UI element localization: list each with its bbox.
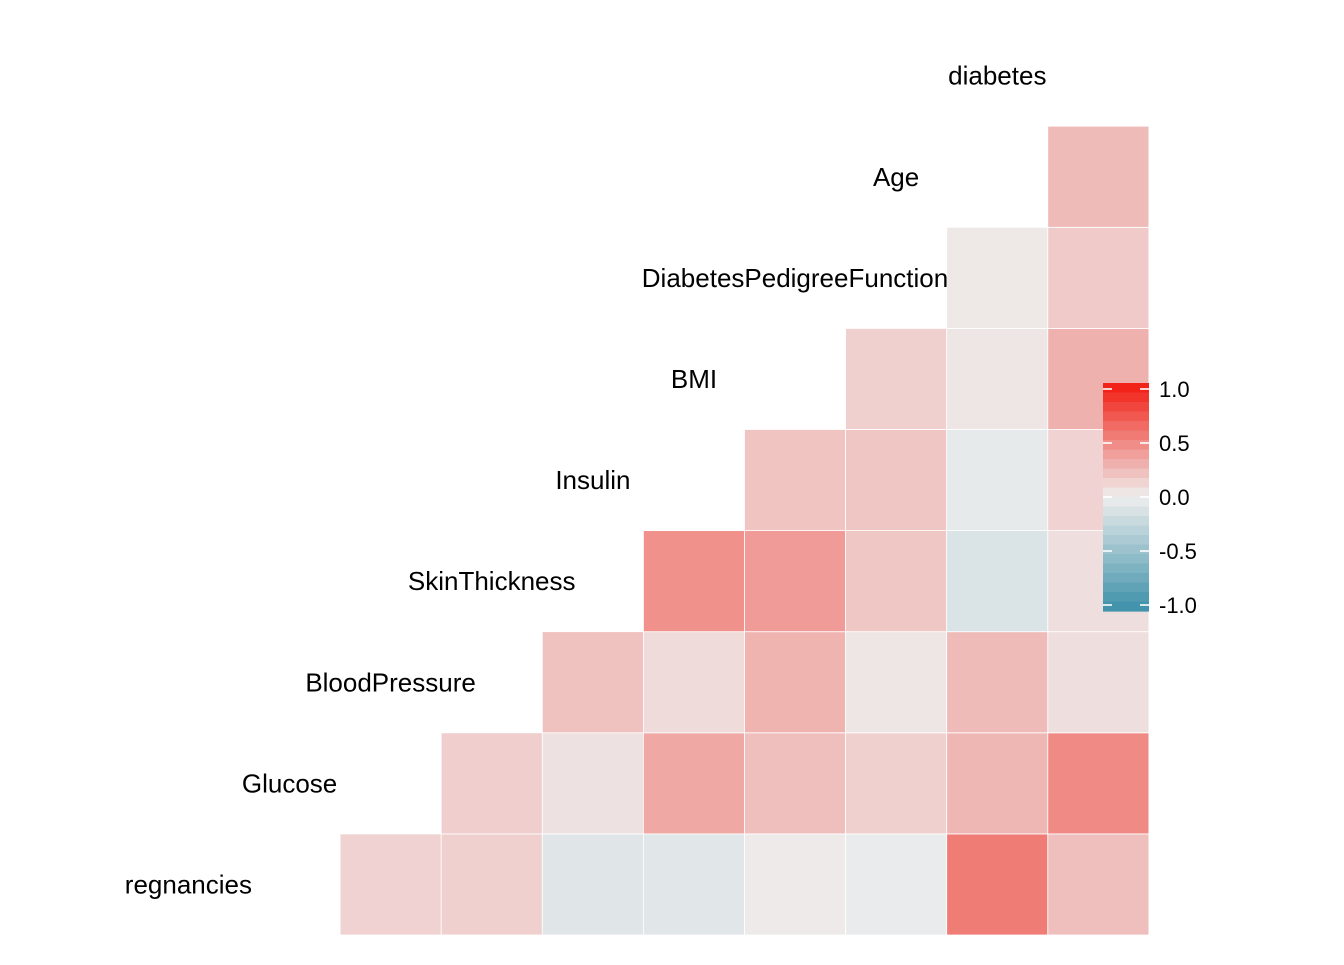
legend-color-step <box>1103 411 1149 422</box>
cell-diabetes-pedigree-function-skin-thickness <box>845 530 948 633</box>
cell-insulin-regnancies <box>643 833 745 936</box>
legend-color-step <box>1103 392 1149 403</box>
legend-color-step <box>1103 506 1149 517</box>
legend-color-step <box>1103 573 1149 584</box>
legend-color-step <box>1103 421 1149 432</box>
cell-age-skin-thickness <box>946 530 1049 633</box>
heatmap-cells <box>339 125 1150 936</box>
legend-tick-label: -1.0 <box>1159 593 1197 618</box>
legend-color-step <box>1103 383 1149 394</box>
label-diabetes-pedigree-function: DiabetesPedigreeFunction <box>642 263 948 293</box>
cell-diabetes-pedigree-function-blood-pressure <box>845 631 948 734</box>
cell-insulin-blood-pressure <box>643 631 745 734</box>
legend-color-step <box>1103 478 1149 489</box>
label-bmi: BMI <box>671 364 717 394</box>
cell-skin-thickness-glucose <box>541 732 644 835</box>
legend-color-step <box>1103 468 1149 479</box>
legend-color-step <box>1103 516 1149 527</box>
legend-color-step <box>1103 449 1149 460</box>
cell-diabetes-regnancies <box>1047 833 1150 936</box>
legend-tick-label: -0.5 <box>1159 539 1197 564</box>
label-diabetes: diabetes <box>948 61 1046 91</box>
cell-age-bmi <box>946 327 1049 430</box>
legend-tick-label: 0.5 <box>1159 431 1190 456</box>
cell-blood-pressure-glucose <box>440 732 543 835</box>
cell-diabetes-diabetes-pedigree-function <box>1047 226 1150 329</box>
legend-color-step <box>1103 601 1149 612</box>
cell-age-glucose <box>946 732 1049 835</box>
legend-color-step <box>1103 554 1149 565</box>
label-blood-pressure: BloodPressure <box>305 667 476 697</box>
cell-diabetes-blood-pressure <box>1047 631 1150 734</box>
legend-color-step <box>1103 525 1149 536</box>
cell-diabetes-pedigree-function-regnancies <box>845 833 948 936</box>
color-legend: 1.0 0.5 0.0 -0.5 -1.0 <box>1103 377 1197 618</box>
cell-diabetes-age <box>1047 125 1150 228</box>
legend-color-step <box>1103 440 1149 451</box>
cell-age-blood-pressure <box>946 631 1049 734</box>
legend-tick-label: 1.0 <box>1159 377 1190 402</box>
cell-skin-thickness-regnancies <box>541 833 644 936</box>
cell-age-diabetes-pedigree-function <box>946 226 1049 329</box>
legend-tick-label: 0.0 <box>1159 485 1190 510</box>
cell-bmi-glucose <box>744 732 846 835</box>
label-age: Age <box>873 162 919 192</box>
cell-skin-thickness-blood-pressure <box>541 631 644 734</box>
cell-diabetes-pedigree-function-bmi <box>845 327 948 430</box>
legend-color-step <box>1103 402 1149 413</box>
cell-diabetes-pedigree-function-glucose <box>845 732 948 835</box>
cell-diabetes-pedigree-function-insulin <box>845 429 948 531</box>
label-insulin: Insulin <box>555 465 630 495</box>
cell-insulin-skin-thickness <box>643 530 745 633</box>
legend-color-step <box>1103 459 1149 470</box>
cell-insulin-glucose <box>643 732 745 835</box>
label-regnancies: regnancies <box>125 870 252 900</box>
legend-color-step <box>1103 497 1149 508</box>
cell-bmi-skin-thickness <box>744 530 846 633</box>
label-glucose: Glucose <box>242 768 337 798</box>
label-skin-thickness: SkinThickness <box>408 566 576 596</box>
cell-diabetes-glucose <box>1047 732 1150 835</box>
cell-bmi-regnancies <box>744 833 846 936</box>
legend-color-step <box>1103 535 1149 546</box>
legend-color-step <box>1103 582 1149 593</box>
cell-blood-pressure-regnancies <box>440 833 543 936</box>
legend-color-step <box>1103 430 1149 441</box>
cell-bmi-insulin <box>744 429 846 531</box>
cell-glucose-regnancies <box>339 833 442 936</box>
variable-labels: regnancies Glucose BloodPressure SkinThickn… <box>125 61 1047 900</box>
legend-color-step <box>1103 487 1149 498</box>
legend-color-step <box>1103 544 1149 555</box>
cell-age-regnancies <box>946 833 1049 936</box>
legend-color-step <box>1103 563 1149 574</box>
cell-bmi-blood-pressure <box>744 631 846 734</box>
cell-age-insulin <box>946 429 1049 531</box>
legend-color-step <box>1103 592 1149 603</box>
